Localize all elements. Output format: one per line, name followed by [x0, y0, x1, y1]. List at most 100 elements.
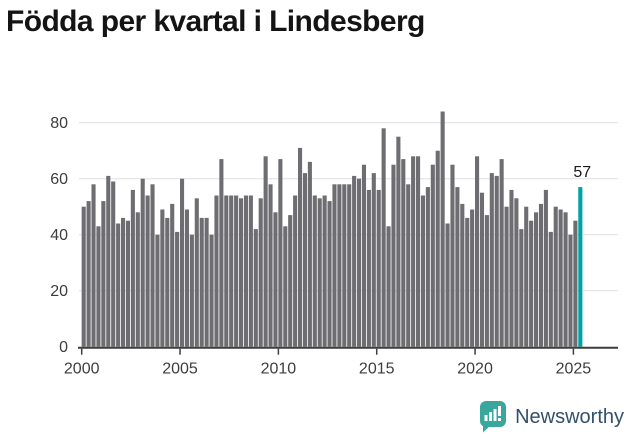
y-tick-label-80: 80: [50, 115, 68, 132]
bar-2021-Q3: [504, 206, 509, 347]
bar-2023-Q4: [548, 231, 553, 347]
bar-2010-Q1: [278, 159, 283, 347]
bar-2014-Q2: [361, 164, 367, 347]
y-tick-label-20: 20: [50, 283, 68, 300]
bar-2024-Q4: [568, 234, 573, 347]
bar-2007-Q3: [229, 195, 234, 347]
bar-2013-Q2: [342, 184, 347, 347]
bar-2000-Q2: [86, 201, 91, 347]
bar-2016-Q4: [411, 156, 416, 347]
bar-2009-Q4: [273, 212, 278, 347]
bar-2017-Q4: [430, 164, 435, 347]
bar-2021-Q2: [499, 159, 504, 347]
bar-2002-Q3: [130, 189, 135, 347]
bar-2008-Q3: [248, 195, 253, 347]
bar-2022-Q4: [529, 220, 534, 347]
bar-2020-Q1: [475, 156, 480, 347]
bar-2023-Q1: [534, 212, 539, 347]
bar-2003-Q4: [155, 234, 160, 347]
bar-2010-Q2: [283, 226, 288, 347]
bar-2021-Q4: [509, 189, 514, 347]
bar-2019-Q2: [460, 203, 465, 347]
bar-2013-Q3: [347, 184, 352, 347]
bar-2005-Q2: [184, 209, 190, 347]
bar-2002-Q1: [120, 217, 126, 347]
bar-2019-Q4: [470, 209, 475, 347]
bar-2002-Q2: [125, 220, 130, 347]
bar-2005-Q4: [194, 198, 199, 347]
bar-2008-Q4: [253, 229, 258, 347]
bar-2005-Q3: [189, 234, 194, 347]
bar-2011-Q1: [298, 147, 303, 347]
x-tick-label-2010: 2010: [261, 361, 297, 378]
bar-2003-Q3: [150, 184, 155, 347]
y-tick-label-40: 40: [50, 227, 68, 244]
last-value-label: 57: [573, 164, 591, 181]
bar-2001-Q2: [106, 175, 111, 347]
bar-2019-Q1: [455, 187, 460, 347]
bar-2007-Q4: [234, 195, 239, 347]
chart-title: Födda per kvartal i Lindesberg: [6, 5, 425, 38]
bar-2013-Q1: [337, 184, 342, 347]
bar-2019-Q3: [465, 217, 470, 347]
bar-2024-Q3: [563, 212, 568, 347]
bar-2004-Q4: [175, 231, 180, 347]
y-tick-label-0: 0: [59, 339, 68, 356]
bar-2014-Q3: [366, 189, 371, 347]
bar-2000-Q1: [81, 206, 86, 347]
x-tick-label-2005: 2005: [162, 361, 198, 378]
bar-2022-Q2: [519, 229, 524, 347]
bar-2014-Q4: [371, 173, 376, 347]
bar-2011-Q2: [302, 173, 308, 347]
bar-2021-Q1: [494, 175, 499, 347]
bar-2011-Q3: [307, 161, 312, 347]
bar-2004-Q2: [165, 217, 170, 347]
bar-2006-Q1: [199, 217, 204, 347]
bar-2024-Q1: [553, 206, 558, 347]
bar-2025-Q1: [573, 220, 578, 347]
bar-2006-Q2: [204, 217, 209, 347]
bar-2015-Q2: [381, 128, 386, 347]
bar-2018-Q2: [440, 111, 445, 347]
bar-2001-Q3: [111, 181, 116, 347]
bar-2001-Q4: [116, 223, 121, 347]
bar-2012-Q2: [322, 195, 327, 347]
bar-chart: 0 20 40 60 80 2000 2005 2010 2015 2020 2025 57: [50, 111, 618, 378]
x-tick-label-2000: 2000: [64, 361, 100, 378]
bar-2004-Q1: [160, 209, 165, 347]
newsworthy-icon: [480, 401, 507, 433]
bar-2010-Q4: [293, 195, 298, 347]
bar-2004-Q3: [170, 203, 175, 347]
bar-2022-Q1: [514, 198, 519, 347]
bar-2008-Q1: [238, 198, 244, 347]
bar-2012-Q1: [317, 198, 322, 347]
bar-2023-Q2: [538, 203, 544, 347]
bar-2000-Q4: [96, 226, 101, 347]
bar-2018-Q4: [450, 164, 455, 347]
bar-2006-Q4: [214, 195, 219, 347]
bar-2024-Q2: [558, 209, 563, 347]
bar-2017-Q3: [425, 187, 430, 347]
bar-2018-Q3: [445, 223, 450, 347]
bar-2016-Q3: [406, 184, 411, 347]
bar-2020-Q2: [479, 192, 485, 347]
bar-2020-Q4: [489, 173, 494, 347]
bar-2003-Q1: [140, 178, 145, 347]
highlighted-bar-2025-Q2: [578, 187, 583, 347]
newsworthy-logo-text: Newsworthy: [515, 405, 624, 428]
bar-2011-Q4: [312, 195, 317, 347]
bar-2015-Q3: [386, 226, 391, 347]
bar-2008-Q2: [243, 195, 249, 347]
bar-2016-Q1: [396, 136, 401, 347]
bar-2003-Q2: [145, 195, 150, 347]
bar-2018-Q1: [435, 150, 440, 347]
bar-2017-Q2: [420, 195, 426, 347]
bar-2007-Q2: [224, 195, 229, 347]
bar-2009-Q3: [268, 184, 273, 347]
bar-2015-Q1: [376, 189, 381, 347]
bar-2009-Q2: [263, 156, 268, 347]
bar-2023-Q3: [543, 189, 548, 347]
bar-2015-Q4: [391, 164, 396, 347]
bar-2001-Q1: [101, 201, 106, 347]
